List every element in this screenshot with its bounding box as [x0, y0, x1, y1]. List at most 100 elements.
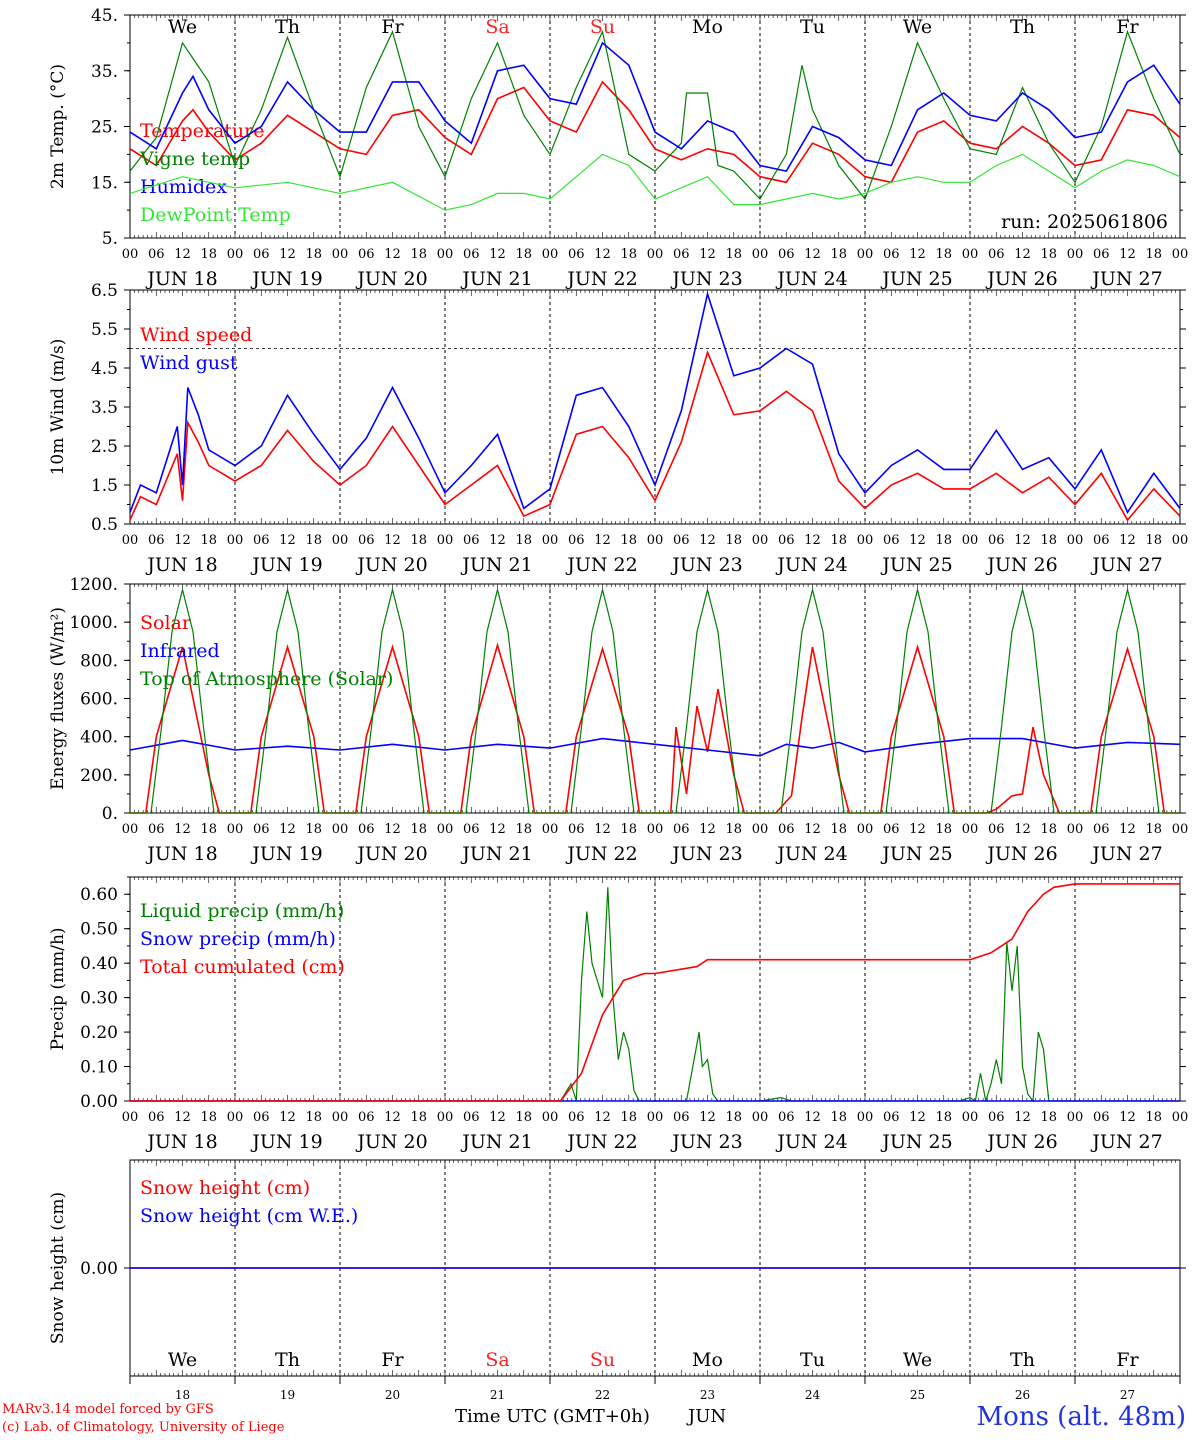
hour-label: 06 — [568, 247, 585, 262]
hour-label: 00 — [1067, 1110, 1084, 1125]
hour-label: 06 — [778, 1110, 795, 1125]
date-label: JUN 24 — [775, 554, 847, 576]
day-number-label: 19 — [280, 1388, 295, 1402]
hour-label: 00 — [1172, 822, 1189, 837]
hour-label: 00 — [122, 533, 139, 548]
hour-label: 18 — [305, 1110, 322, 1125]
hour-label: 00 — [437, 533, 454, 548]
y-tick-label: 0.10 — [80, 1058, 118, 1078]
y-tick-label: 3.5 — [91, 398, 118, 418]
panel-4: 0.60 0.50 0.40 0.30 0.20 0.10 0.00 Precip (mm/h… — [48, 876, 1189, 1153]
y-axis-label: Precip (mm/h) — [48, 927, 68, 1050]
hour-label: 12 — [1014, 247, 1031, 262]
hour-label: 12 — [384, 247, 401, 262]
y-tick-label: 1000. — [69, 613, 118, 633]
hour-label: 06 — [568, 533, 585, 548]
hour-label: 12 — [489, 1110, 506, 1125]
weekday-label-bottom: Th — [275, 1349, 300, 1371]
hour-label: 12 — [804, 1110, 821, 1125]
hour-label: 18 — [305, 822, 322, 837]
hour-label: 12 — [489, 822, 506, 837]
hour-label: 00 — [962, 247, 979, 262]
y-tick-label: 200. — [80, 766, 118, 786]
hour-label: 00 — [332, 247, 349, 262]
legend-entry: Infrared — [140, 640, 220, 662]
hour-label: 06 — [988, 533, 1005, 548]
hour-label: 12 — [384, 533, 401, 548]
date-label: JUN 26 — [985, 554, 1057, 576]
y-tick-label: 5.5 — [91, 320, 118, 340]
hour-label: 06 — [988, 822, 1005, 837]
hour-label: 06 — [673, 533, 690, 548]
hour-label: 06 — [673, 822, 690, 837]
hour-label: 18 — [515, 533, 532, 548]
hour-label: 00 — [227, 247, 244, 262]
hour-label: 18 — [935, 247, 952, 262]
run-label: run: 2025061806 — [1001, 211, 1168, 233]
credit-line-1: MARv3.14 model forced by GFS — [2, 1402, 214, 1417]
hour-label: 06 — [358, 1110, 375, 1125]
day-number-label: 25 — [910, 1388, 925, 1402]
hour-label: 18 — [830, 1110, 847, 1125]
hour-label: 12 — [1119, 533, 1136, 548]
hour-label: 00 — [857, 533, 874, 548]
hour-label: 18 — [725, 1110, 742, 1125]
y-tick-label: 0.60 — [80, 885, 118, 905]
hour-label: 12 — [699, 533, 716, 548]
date-label: JUN 18 — [145, 1131, 217, 1153]
hour-label: 12 — [804, 822, 821, 837]
date-label: JUN 20 — [355, 1131, 427, 1153]
hour-label: 06 — [148, 822, 165, 837]
y-tick-label: 5. — [102, 229, 118, 249]
hour-label: 00 — [1172, 1110, 1189, 1125]
hour-label: 18 — [410, 822, 427, 837]
date-label: JUN 18 — [145, 554, 217, 576]
hour-label: 00 — [542, 247, 559, 262]
date-label: JUN 22 — [565, 268, 637, 290]
weekday-label-top: We — [168, 16, 197, 38]
day-number-label: 27 — [1120, 1388, 1135, 1402]
hour-label: 18 — [200, 247, 217, 262]
hour-label: 12 — [594, 822, 611, 837]
date-label: JUN 22 — [565, 843, 637, 865]
y-tick-label: 4.5 — [91, 359, 118, 379]
hour-label: 00 — [122, 1110, 139, 1125]
hour-label: 18 — [305, 533, 322, 548]
hour-label: 18 — [935, 822, 952, 837]
hour-label: 00 — [227, 533, 244, 548]
hour-label: 00 — [962, 533, 979, 548]
hour-label: 06 — [463, 533, 480, 548]
date-label: JUN 25 — [880, 268, 952, 290]
hour-label: 12 — [909, 247, 926, 262]
weekday-label-bottom: Su — [590, 1349, 615, 1371]
y-tick-label: 6.5 — [91, 281, 118, 301]
hour-label: 12 — [1119, 822, 1136, 837]
legend-entry: Wind gust — [140, 352, 238, 374]
hour-label: 00 — [647, 1110, 664, 1125]
legend-entry: Solar — [140, 612, 192, 634]
panel-3: 1200. 1000. 800. 600. 400. 200. 0. Energy fluxe… — [48, 575, 1188, 865]
weekday-label-top: Su — [590, 16, 615, 38]
date-label: JUN 25 — [880, 554, 952, 576]
date-label: JUN 26 — [985, 843, 1057, 865]
y-axis-label: 2m Temp. (°C) — [48, 64, 68, 189]
legend-entry: Humidex — [140, 176, 227, 198]
y-tick-label: 1.5 — [91, 476, 118, 496]
weekday-label-top: Sa — [485, 16, 509, 38]
date-label: JUN 20 — [355, 554, 427, 576]
weekday-label-top: Fr — [1116, 16, 1139, 38]
hour-label: 00 — [857, 822, 874, 837]
legend-entry: Snow precip (mm/h) — [140, 928, 336, 950]
date-label: JUN 20 — [355, 268, 427, 290]
station-title: Mons (alt. 48m) — [976, 1402, 1186, 1432]
hour-label: 06 — [463, 247, 480, 262]
legend-entry: Snow height (cm) — [140, 1177, 310, 1199]
hour-label: 12 — [384, 822, 401, 837]
date-label: JUN 27 — [1090, 268, 1162, 290]
hour-label: 12 — [699, 822, 716, 837]
hour-label: 12 — [279, 533, 296, 548]
hour-label: 12 — [174, 533, 191, 548]
hour-label: 06 — [778, 533, 795, 548]
hour-label: 18 — [515, 1110, 532, 1125]
weekday-label-top: Fr — [381, 16, 404, 38]
